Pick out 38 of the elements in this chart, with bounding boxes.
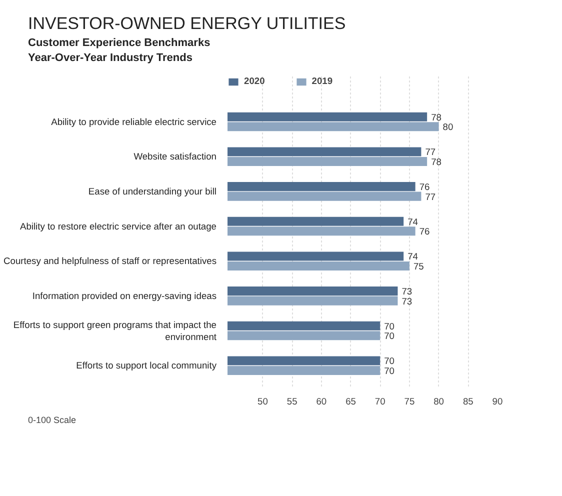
data-label: 78 [431, 112, 442, 122]
y-tick-label: Ease of understanding your bill [88, 186, 217, 196]
data-label: 78 [431, 156, 442, 167]
data-label: 76 [419, 182, 430, 192]
data-label: 73 [402, 296, 412, 306]
text: Customer Experience Benchmarks Year-Over-Year Industry Trends [28, 37, 212, 64]
y-tick-label: Information provided on energy-saving ideas [32, 290, 217, 301]
x-tick-label: 70 [374, 396, 386, 406]
data-label: 70 [384, 366, 394, 376]
x-tick-label: 80 [434, 396, 444, 406]
data-label: 76 [419, 226, 430, 237]
data-label: 77 [425, 147, 436, 158]
data-label: 77 [425, 192, 436, 202]
data-label: 70 [384, 356, 394, 366]
y-tick-label: Website satisfaction [134, 152, 217, 162]
data-label: 73 [402, 286, 412, 297]
y-tick-label: Courtesy and helpfulness of staff or representatives [4, 256, 217, 266]
data-label: 74 [408, 252, 418, 262]
legend-label: 2019 [312, 76, 333, 86]
y-tick-label: Ability to provide reliable electric service [51, 116, 217, 127]
x-tick-label: 50 [258, 396, 268, 406]
text: 0-100 Scale [28, 415, 76, 425]
x-tick-label: 65 [346, 396, 356, 406]
y-tick-label: Efforts to support local community [76, 360, 217, 371]
x-tick-label: 90 [492, 396, 503, 406]
data-label: 74 [408, 216, 418, 227]
x-tick-label: 85 [462, 396, 474, 406]
data-label: 80 [442, 122, 454, 132]
data-label: 70 [384, 321, 394, 332]
x-tick-label: 55 [286, 396, 298, 406]
data-label: 70 [384, 331, 394, 342]
y-tick-label: Efforts to support green programs that impact the environment [13, 320, 217, 342]
legend-label: 2020 [244, 76, 265, 86]
data-label: 75 [413, 261, 424, 272]
x-tick-label: 60 [316, 396, 327, 406]
y-tick-label: Ability to restore electric service after an outage [20, 221, 217, 232]
x-tick-label: 75 [404, 396, 415, 406]
chart-title: INVESTOR-OWNED ENERGY UTILITIES [28, 14, 346, 34]
